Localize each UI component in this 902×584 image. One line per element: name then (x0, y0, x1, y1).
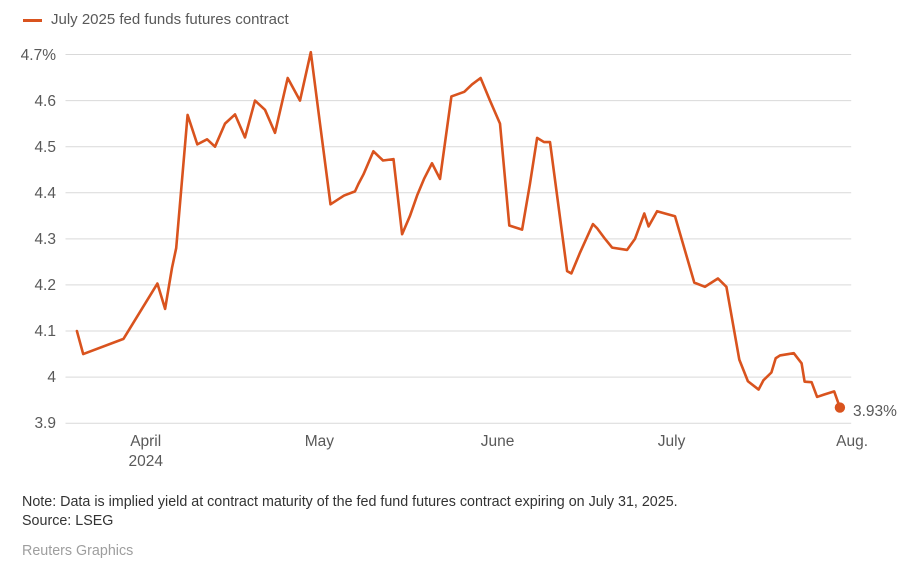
svg-text:2024: 2024 (128, 453, 163, 470)
svg-text:4.5: 4.5 (34, 139, 56, 156)
svg-text:Aug.: Aug. (836, 433, 868, 450)
svg-text:3.9: 3.9 (34, 415, 56, 432)
svg-text:4.4: 4.4 (34, 185, 56, 202)
svg-text:4.6: 4.6 (34, 93, 56, 110)
svg-text:June: June (481, 433, 515, 450)
svg-text:4: 4 (47, 369, 56, 386)
svg-text:May: May (305, 433, 335, 450)
svg-text:April: April (130, 433, 161, 450)
svg-text:3.93%: 3.93% (853, 403, 897, 420)
svg-text:4.3: 4.3 (34, 231, 56, 248)
svg-text:4.1: 4.1 (34, 323, 56, 340)
svg-text:4.2: 4.2 (34, 277, 56, 294)
svg-text:July: July (658, 433, 686, 450)
svg-text:4.7%: 4.7% (21, 47, 57, 64)
